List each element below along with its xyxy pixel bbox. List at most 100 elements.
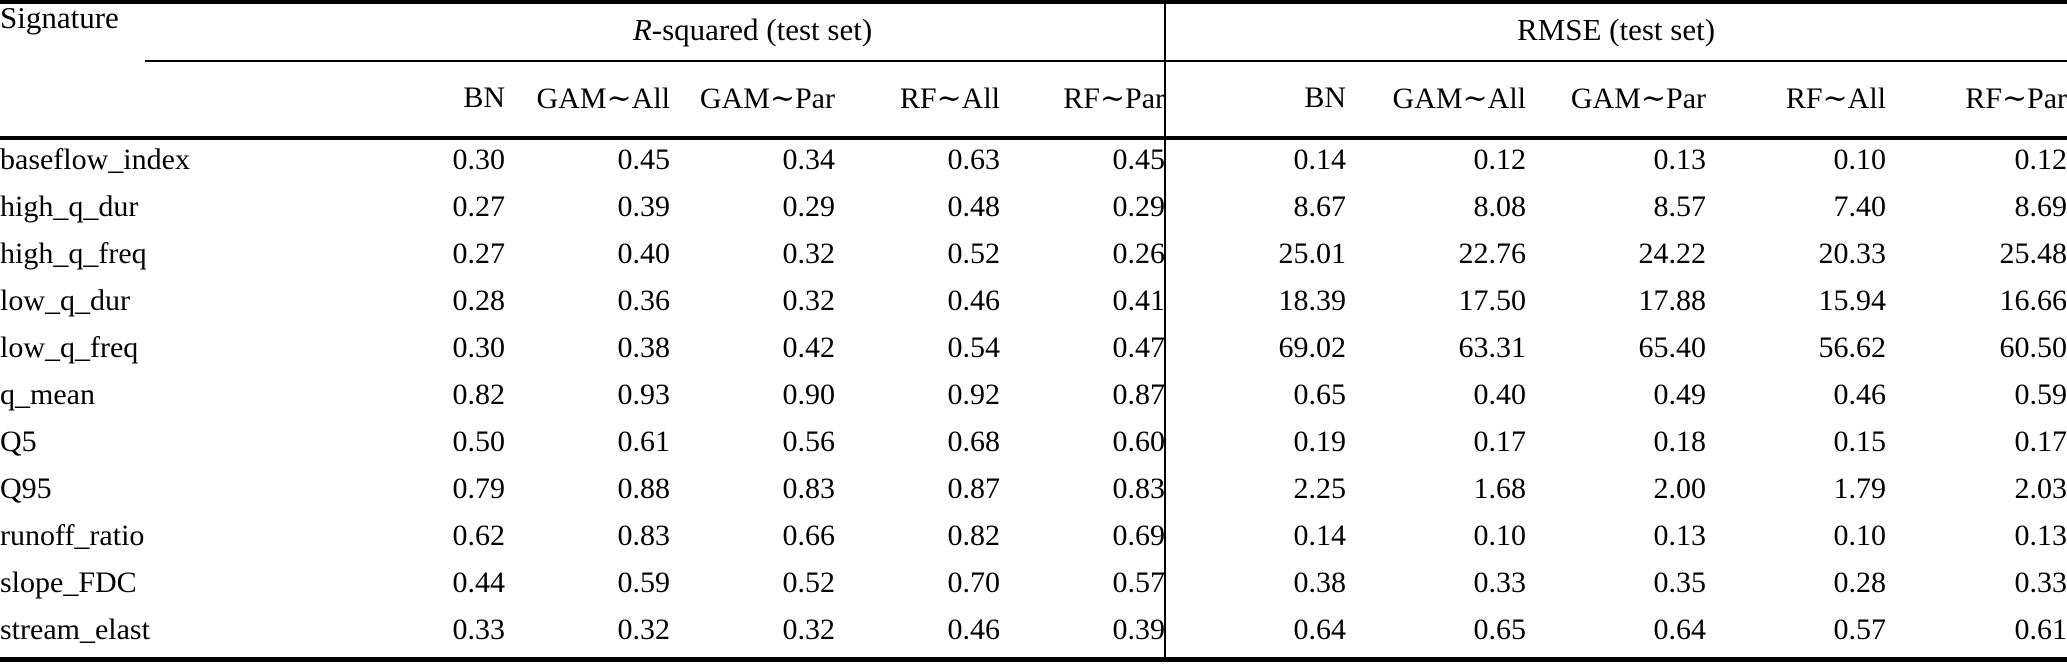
rmse-value-cell: 8.08 [1473, 189, 1527, 223]
column-header-r_squared-2: GAM∼Par [699, 81, 835, 115]
rmse-label-rest: RMSE (test set) [1516, 12, 1716, 47]
r_squared-value-cell: 0.63 [947, 142, 1001, 176]
r_squared-value-cell: 0.90 [782, 377, 836, 411]
rmse-value-cell: 25.01 [1278, 236, 1347, 270]
r_squared-value-cell: 0.60 [1112, 424, 1166, 458]
rmse-value-cell: 0.17 [1473, 424, 1527, 458]
table-row: slope_FDC 0.44 0.59 0.52 0.70 0.57 0.38 0.33 0.3… [0, 559, 2067, 606]
signature-cell: high_q_dur [0, 189, 139, 223]
r_squared-value-cell: 0.27 [452, 236, 506, 270]
r_squared-value-cell: 0.34 [782, 142, 836, 176]
signature-cell: high_q_freq [0, 236, 147, 270]
table-row: low_q_freq 0.30 0.38 0.42 0.54 0.47 69.02 63.31… [0, 324, 2067, 371]
signature-cell: q_mean [0, 377, 95, 411]
rmse-value-cell: 0.19 [1293, 424, 1347, 458]
table-row: Q95 0.79 0.88 0.83 0.87 0.83 2.25 1.68 2.00 1.79 2… [0, 465, 2067, 512]
signature-cell: low_q_freq [0, 330, 139, 364]
r_squared-value-cell: 0.45 [1112, 142, 1166, 176]
rmse-value-cell: 0.40 [1473, 377, 1527, 411]
rmse-value-cell: 8.67 [1293, 189, 1347, 223]
r_squared-value-cell: 0.41 [1112, 283, 1166, 317]
r_squared-value-cell: 0.79 [452, 471, 506, 505]
table-row: stream_elast 0.33 0.32 0.32 0.46 0.39 0.64 0.65… [0, 606, 2067, 653]
rmse-value-cell: 0.13 [1653, 518, 1707, 552]
r_squared-value-cell: 0.40 [617, 236, 671, 270]
rmse-value-cell: 15.94 [1818, 283, 1887, 317]
column-header-r_squared-4: RF∼Par [1063, 81, 1166, 115]
rmse-value-cell: 0.46 [1833, 377, 1887, 411]
column-header-rmse-1: GAM∼All [1392, 81, 1527, 115]
group-header-underline [145, 60, 2067, 62]
header-bottom-rule [0, 136, 2067, 140]
r_squared-value-cell: 0.45 [617, 142, 671, 176]
rmse-value-cell: 25.48 [1999, 236, 2067, 270]
rmse-value-cell: 2.03 [2014, 471, 2067, 505]
r_squared-value-cell: 0.82 [452, 377, 506, 411]
r_squared-value-cell: 0.88 [617, 471, 671, 505]
rmse-value-cell: 0.64 [1293, 612, 1347, 646]
section-divider-line [1164, 4, 1166, 657]
r_squared-value-cell: 0.26 [1112, 236, 1166, 270]
r_squared-value-cell: 0.29 [1112, 189, 1166, 223]
table-row: runoff_ratio 0.62 0.83 0.66 0.82 0.69 0.14 0.10… [0, 512, 2067, 559]
r_squared-value-cell: 0.28 [452, 283, 506, 317]
table-row: baseflow_index 0.30 0.45 0.34 0.63 0.45 0.14 0.… [0, 136, 2067, 183]
column-header-rmse-0: BN [1304, 81, 1347, 114]
rmse-value-cell: 0.14 [1293, 518, 1347, 552]
signature-column-header: Signature [0, 0, 119, 35]
rmse-value-cell: 0.35 [1653, 565, 1707, 599]
rmse-value-cell: 0.12 [2014, 142, 2067, 176]
rmse-value-cell: 0.65 [1293, 377, 1347, 411]
r_squared-value-cell: 0.47 [1112, 330, 1166, 364]
r_squared-value-cell: 0.48 [947, 189, 1001, 223]
r_squared-value-cell: 0.69 [1112, 518, 1166, 552]
r_squared-value-cell: 0.87 [1112, 377, 1166, 411]
rmse-value-cell: 8.69 [2014, 189, 2067, 223]
column-header-rmse-3: RF∼All [1785, 81, 1887, 115]
rmse-value-cell: 63.31 [1458, 330, 1527, 364]
r_squared-value-cell: 0.70 [947, 565, 1001, 599]
rmse-value-cell: 0.33 [2014, 565, 2067, 599]
r-squared-italic-letter: R [632, 12, 652, 47]
rmse-value-cell: 0.18 [1653, 424, 1707, 458]
rmse-value-cell: 17.50 [1458, 283, 1527, 317]
table-row: Q5 0.50 0.61 0.56 0.68 0.60 0.19 0.17 0.18 0.15 0.… [0, 418, 2067, 465]
signature-cell: runoff_ratio [0, 518, 145, 552]
group-header-rmse: RMSE (test set) [1165, 0, 2067, 60]
r_squared-value-cell: 0.83 [1112, 471, 1166, 505]
r_squared-value-cell: 0.68 [947, 424, 1001, 458]
rmse-value-cell: 0.33 [1473, 565, 1527, 599]
r_squared-value-cell: 0.36 [617, 283, 671, 317]
table-row: high_q_dur 0.27 0.39 0.29 0.48 0.29 8.67 8.08 8.… [0, 183, 2067, 230]
rmse-value-cell: 22.76 [1458, 236, 1527, 270]
column-header-r_squared-3: RF∼All [899, 81, 1000, 115]
rmse-value-cell: 0.59 [2014, 377, 2067, 411]
rmse-value-cell: 0.12 [1473, 142, 1527, 176]
r-squared-label-rest: -squared (test set) [651, 12, 873, 47]
r_squared-value-cell: 0.83 [782, 471, 836, 505]
rmse-value-cell: 69.02 [1278, 330, 1347, 364]
r_squared-value-cell: 0.57 [1112, 565, 1166, 599]
r_squared-value-cell: 0.52 [782, 565, 836, 599]
r_squared-value-cell: 0.56 [782, 424, 836, 458]
column-header-rmse-4: RF∼Par [1965, 81, 2067, 115]
signature-cell: Q5 [0, 424, 37, 458]
r_squared-value-cell: 0.38 [617, 330, 671, 364]
rmse-value-cell: 0.14 [1293, 142, 1347, 176]
r_squared-value-cell: 0.66 [782, 518, 836, 552]
rmse-value-cell: 65.40 [1638, 330, 1707, 364]
column-header-r_squared-1: GAM∼All [536, 81, 670, 115]
column-header-rmse-2: GAM∼Par [1570, 81, 1707, 115]
rmse-value-cell: 0.49 [1653, 377, 1707, 411]
rmse-value-cell: 0.10 [1833, 142, 1887, 176]
signature-cell: baseflow_index [0, 142, 190, 176]
r_squared-value-cell: 0.39 [1112, 612, 1166, 646]
rmse-value-cell: 24.22 [1638, 236, 1707, 270]
r_squared-value-cell: 0.50 [452, 424, 506, 458]
signature-cell: low_q_dur [0, 283, 130, 317]
r_squared-value-cell: 0.92 [947, 377, 1001, 411]
r_squared-value-cell: 0.32 [782, 612, 836, 646]
r_squared-value-cell: 0.32 [617, 612, 671, 646]
rmse-value-cell: 18.39 [1278, 283, 1347, 317]
